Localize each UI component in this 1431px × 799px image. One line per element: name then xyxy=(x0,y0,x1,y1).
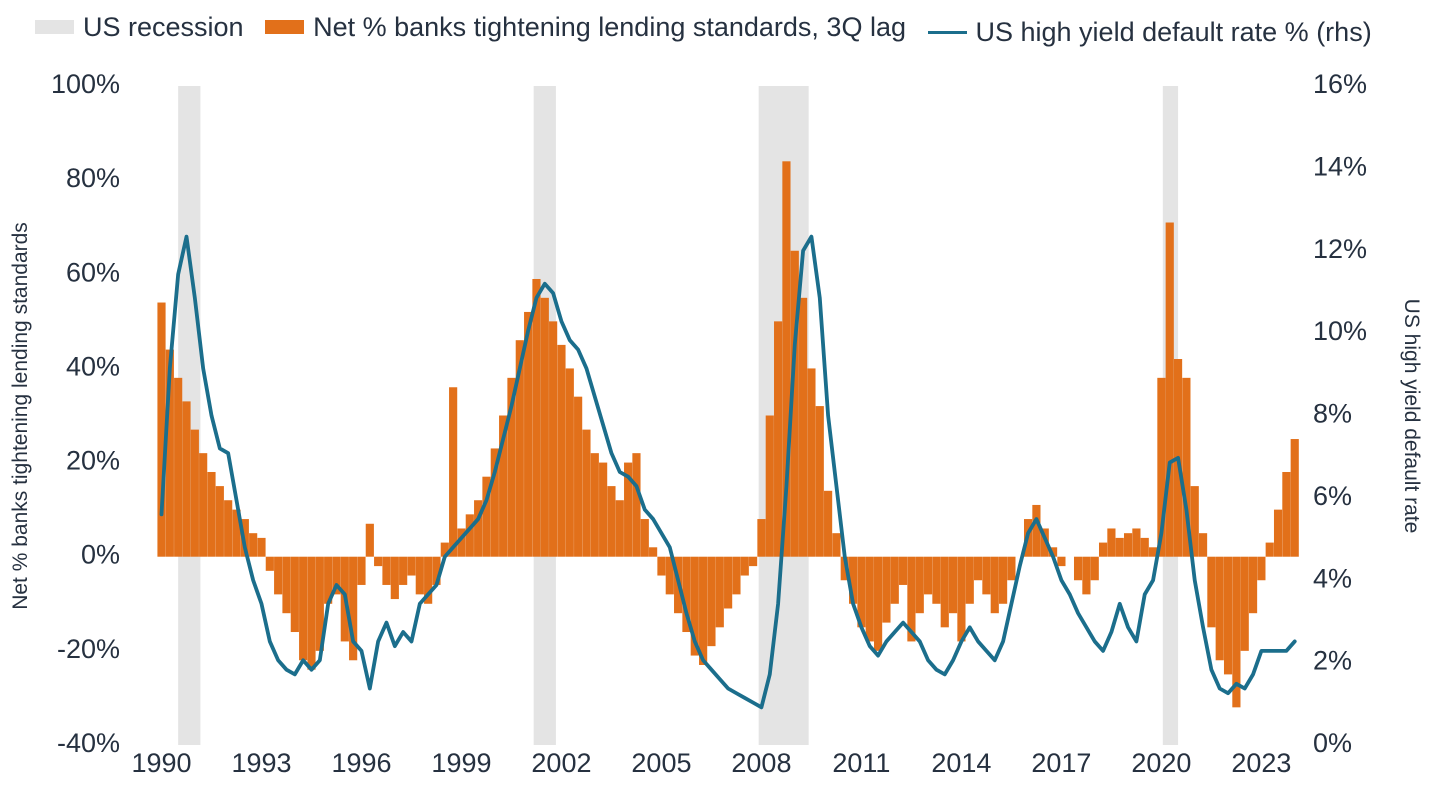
svg-text:2011: 2011 xyxy=(832,748,890,778)
svg-text:1996: 1996 xyxy=(331,748,391,778)
svg-text:10%: 10% xyxy=(1313,316,1367,346)
svg-text:8%: 8% xyxy=(1313,399,1352,429)
svg-text:1993: 1993 xyxy=(231,748,291,778)
svg-text:2002: 2002 xyxy=(531,748,591,778)
svg-text:80%: 80% xyxy=(66,163,120,193)
svg-text:12%: 12% xyxy=(1313,234,1367,264)
svg-text:-40%: -40% xyxy=(57,728,120,758)
svg-text:2023: 2023 xyxy=(1231,748,1291,778)
svg-text:0%: 0% xyxy=(81,540,120,570)
svg-text:1999: 1999 xyxy=(431,748,491,778)
svg-text:16%: 16% xyxy=(1313,69,1367,99)
svg-text:100%: 100% xyxy=(51,69,120,99)
svg-text:20%: 20% xyxy=(66,446,120,476)
svg-text:2%: 2% xyxy=(1313,646,1352,676)
svg-text:1990: 1990 xyxy=(131,748,191,778)
svg-text:2005: 2005 xyxy=(631,748,691,778)
svg-text:2014: 2014 xyxy=(931,748,991,778)
svg-text:60%: 60% xyxy=(66,257,120,287)
svg-text:4%: 4% xyxy=(1313,563,1352,593)
svg-text:6%: 6% xyxy=(1313,481,1352,511)
svg-text:0%: 0% xyxy=(1313,728,1352,758)
svg-text:2008: 2008 xyxy=(731,748,791,778)
svg-text:40%: 40% xyxy=(66,351,120,381)
svg-text:14%: 14% xyxy=(1313,151,1367,181)
svg-text:-20%: -20% xyxy=(57,634,120,664)
svg-text:2017: 2017 xyxy=(1031,748,1091,778)
svg-text:2020: 2020 xyxy=(1131,748,1191,778)
